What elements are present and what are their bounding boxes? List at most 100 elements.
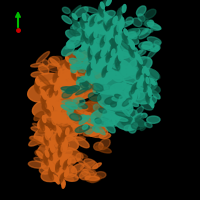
Ellipse shape — [38, 112, 66, 132]
Ellipse shape — [42, 153, 68, 171]
Ellipse shape — [122, 34, 126, 40]
Ellipse shape — [128, 110, 137, 118]
Ellipse shape — [42, 91, 46, 97]
Ellipse shape — [110, 28, 114, 34]
Ellipse shape — [35, 81, 39, 88]
Ellipse shape — [52, 97, 55, 104]
Ellipse shape — [72, 16, 77, 22]
Ellipse shape — [115, 84, 130, 92]
Ellipse shape — [102, 45, 107, 53]
Ellipse shape — [138, 14, 145, 21]
Ellipse shape — [65, 59, 69, 64]
Ellipse shape — [84, 36, 116, 54]
Ellipse shape — [119, 22, 123, 30]
Ellipse shape — [115, 32, 119, 40]
Ellipse shape — [36, 151, 44, 158]
Ellipse shape — [82, 40, 87, 48]
Ellipse shape — [46, 155, 59, 158]
Ellipse shape — [114, 95, 124, 100]
Ellipse shape — [64, 139, 67, 146]
Ellipse shape — [148, 87, 151, 93]
Ellipse shape — [50, 145, 54, 152]
Ellipse shape — [57, 139, 61, 145]
Ellipse shape — [107, 64, 111, 71]
Ellipse shape — [81, 16, 85, 23]
Ellipse shape — [33, 123, 45, 129]
Ellipse shape — [100, 5, 103, 11]
Ellipse shape — [112, 41, 116, 48]
Ellipse shape — [106, 54, 109, 60]
Ellipse shape — [84, 159, 98, 169]
Ellipse shape — [70, 5, 81, 17]
Ellipse shape — [76, 23, 104, 41]
Ellipse shape — [56, 162, 60, 168]
Ellipse shape — [56, 82, 59, 89]
Ellipse shape — [101, 42, 106, 50]
Ellipse shape — [61, 157, 65, 163]
Ellipse shape — [62, 100, 77, 103]
Ellipse shape — [51, 112, 55, 119]
Ellipse shape — [49, 167, 53, 174]
Ellipse shape — [65, 82, 80, 91]
Ellipse shape — [56, 111, 70, 123]
Ellipse shape — [82, 125, 88, 129]
Ellipse shape — [73, 21, 78, 27]
Ellipse shape — [45, 102, 49, 109]
Ellipse shape — [104, 21, 108, 28]
Ellipse shape — [114, 52, 118, 60]
Ellipse shape — [146, 77, 149, 83]
Ellipse shape — [118, 49, 121, 56]
Ellipse shape — [82, 169, 96, 177]
Ellipse shape — [83, 56, 92, 66]
Ellipse shape — [130, 43, 134, 49]
Ellipse shape — [89, 52, 93, 59]
Ellipse shape — [112, 64, 125, 69]
Ellipse shape — [46, 130, 52, 138]
Ellipse shape — [90, 43, 94, 50]
Ellipse shape — [111, 43, 115, 51]
Ellipse shape — [124, 36, 138, 44]
Ellipse shape — [58, 130, 62, 137]
Ellipse shape — [56, 70, 60, 77]
Ellipse shape — [138, 80, 142, 86]
Ellipse shape — [64, 171, 68, 177]
Ellipse shape — [40, 120, 44, 127]
Ellipse shape — [61, 133, 64, 140]
Ellipse shape — [52, 85, 56, 92]
Ellipse shape — [111, 102, 116, 107]
Ellipse shape — [51, 120, 55, 127]
Ellipse shape — [118, 8, 121, 16]
Ellipse shape — [111, 64, 124, 71]
Ellipse shape — [131, 34, 138, 40]
Ellipse shape — [101, 114, 111, 121]
Ellipse shape — [130, 41, 134, 47]
Ellipse shape — [60, 158, 64, 165]
Ellipse shape — [99, 7, 102, 14]
Ellipse shape — [50, 88, 58, 96]
Ellipse shape — [62, 155, 76, 159]
Ellipse shape — [105, 19, 109, 26]
Ellipse shape — [89, 62, 96, 67]
Ellipse shape — [76, 153, 83, 160]
Ellipse shape — [51, 95, 55, 102]
Ellipse shape — [93, 55, 97, 61]
Ellipse shape — [125, 86, 151, 104]
Ellipse shape — [84, 126, 93, 134]
Ellipse shape — [94, 125, 105, 135]
Ellipse shape — [62, 7, 70, 14]
Ellipse shape — [135, 74, 148, 82]
Ellipse shape — [95, 56, 106, 64]
Ellipse shape — [48, 161, 54, 167]
Ellipse shape — [141, 80, 148, 86]
Ellipse shape — [132, 49, 143, 58]
Ellipse shape — [84, 119, 94, 126]
Ellipse shape — [91, 35, 96, 41]
Ellipse shape — [28, 82, 62, 102]
Ellipse shape — [95, 118, 101, 124]
Ellipse shape — [83, 33, 88, 38]
Ellipse shape — [92, 57, 95, 64]
Ellipse shape — [69, 105, 82, 109]
Ellipse shape — [109, 62, 112, 69]
Ellipse shape — [53, 143, 69, 150]
Ellipse shape — [91, 97, 103, 103]
